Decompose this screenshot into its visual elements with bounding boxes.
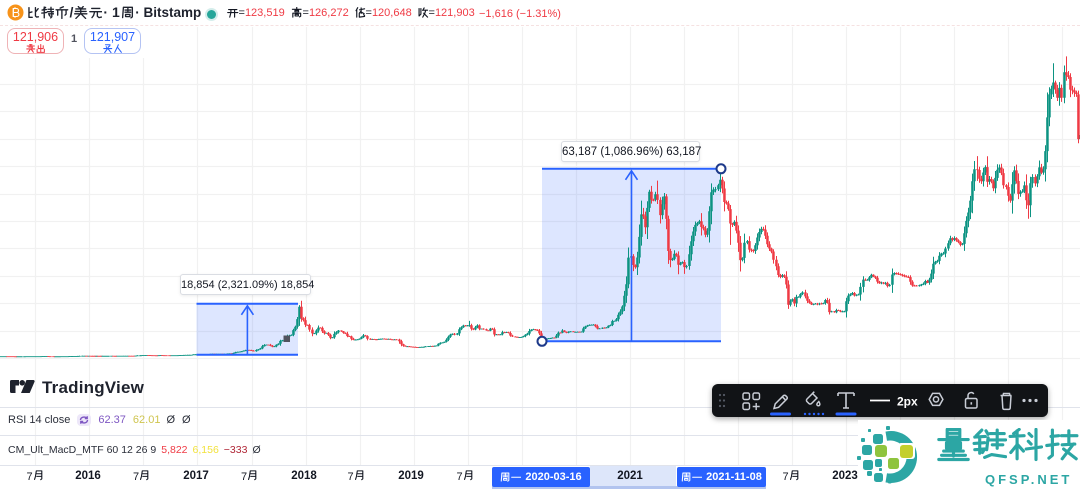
svg-text:2px: 2px <box>897 395 918 409</box>
